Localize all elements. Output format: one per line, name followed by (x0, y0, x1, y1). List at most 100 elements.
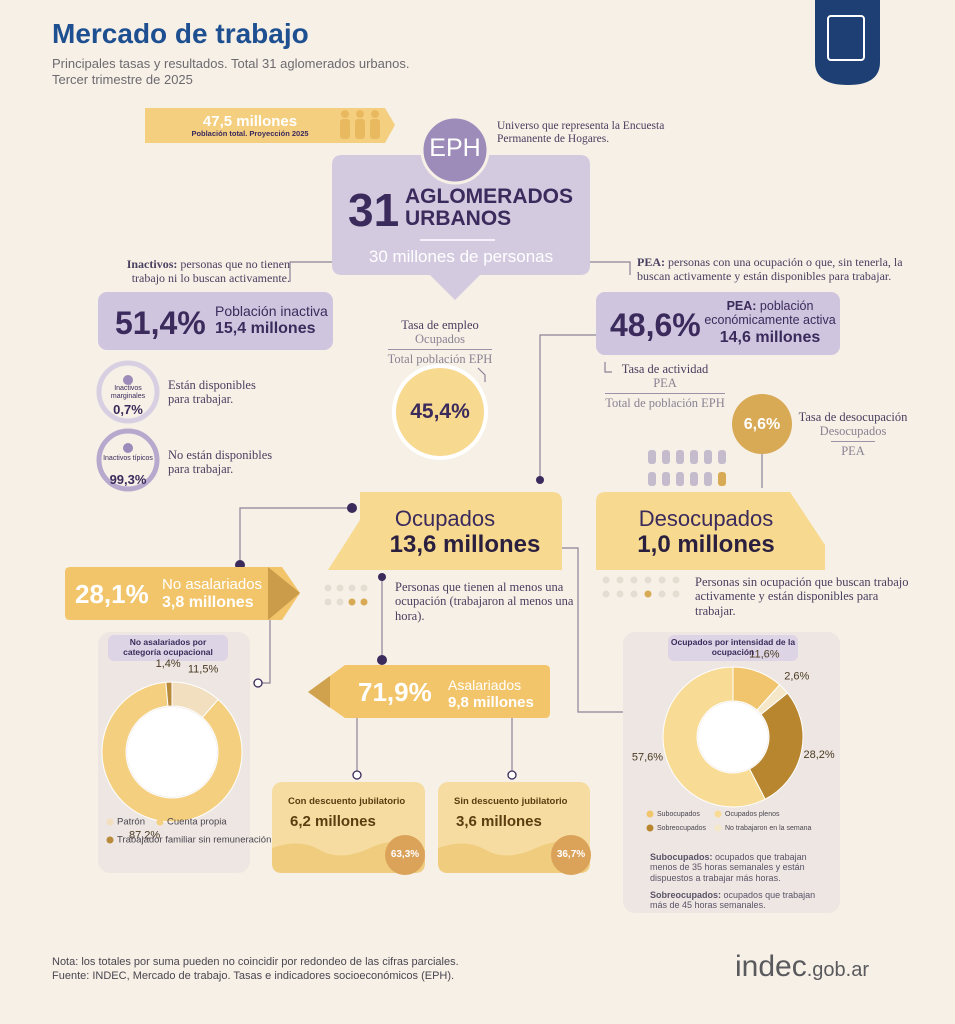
empleo-formula: Tasa de empleo Ocupados Total población … (380, 318, 500, 366)
eph-note: Universo que representa la Encuesta Perm… (497, 120, 665, 146)
numerator: Ocupados (415, 332, 465, 347)
text: ocupados que trabajan menos de 35 horas … (650, 852, 807, 883)
legend-label: Trabajador familiar sin remuneración (117, 835, 271, 846)
con-title: Con descuento jubilatorio (288, 796, 406, 807)
term: Sobreocupados: (650, 890, 722, 900)
con-rate: 63,3% (390, 849, 420, 860)
pencil-tip (308, 676, 330, 708)
title: Tasa de empleo (401, 318, 479, 332)
person-icon (123, 375, 133, 385)
donut-segment (662, 666, 766, 808)
logo: indec.gob.ar (735, 950, 869, 985)
desocupados-amount: 1,0 millones (637, 531, 775, 558)
dots-decoration (324, 576, 680, 606)
desocupacion-rate: 6,6% (743, 416, 781, 433)
legend-label: Sobreocupados (657, 825, 707, 832)
cv-icon-doc (827, 15, 865, 61)
person-icon (123, 443, 133, 453)
asalariados-pencil (308, 665, 550, 718)
value-label: 87,2% (129, 830, 160, 842)
numerator: Desocupados (819, 424, 887, 439)
inactivos-rate: 51,4% (115, 305, 206, 341)
legend-swatch (106, 818, 114, 826)
marginales-rate: 0,7% (113, 402, 143, 417)
empleo-rate: 45,4% (410, 400, 470, 423)
intensity-note: Sobreocupados: ocupados que trabajan más… (650, 890, 830, 911)
pea-box (596, 292, 840, 355)
sin-rate: 36,7% (556, 849, 586, 860)
desocupados-box (596, 492, 825, 570)
inactivos-box (98, 292, 333, 350)
sin-circle (551, 835, 591, 875)
eph-box (332, 155, 590, 300)
cv-icon (815, 0, 880, 85)
panel-header (108, 635, 228, 661)
inactivos-amount: 15,4 millones (215, 320, 316, 337)
desocupacion-circle (732, 394, 792, 454)
panel-title: No asalariados por categoría ocupacional (123, 637, 213, 657)
denominator: PEA (831, 440, 875, 458)
asalariados-rate: 71,9% (358, 677, 432, 707)
population-value: 47,5 millones (202, 113, 298, 130)
legend-swatch (646, 824, 654, 832)
asalariados-amount: 9,8 millones (448, 694, 534, 711)
donut-segment (165, 681, 173, 707)
marginales-text: Están disponibles para trabajar. (168, 378, 256, 407)
inactivos-label: Población inactiva (215, 303, 328, 319)
legend-label: Subocupados (657, 811, 700, 818)
donut-segment (101, 681, 243, 823)
legend-swatch (714, 824, 722, 832)
eph-number: 31 (348, 184, 400, 236)
donut-segment (748, 692, 804, 800)
period: Tercer trimestre de 2025 (52, 72, 193, 87)
footnote: Nota: los totales por suma pueden no coi… (52, 956, 459, 968)
marginales-ring (96, 360, 160, 424)
empleo-circle (392, 364, 488, 460)
ocupados-amount: 13,6 millones (389, 531, 541, 558)
tipicos-ring (96, 428, 160, 492)
eph-title: AGLOMERADOS URBANOS (405, 185, 573, 231)
eph-people: 30 millones de personas (368, 247, 554, 266)
tipicos-label: Inactivos típicos (103, 455, 153, 462)
con-amount: 6,2 millones (290, 813, 376, 830)
actividad-formula: Tasa de actividad PEA Total de población… (600, 362, 730, 410)
connectors (239, 261, 763, 775)
legend-label: No trabajaron en la semana (725, 825, 811, 832)
value-label: 28,2% (804, 749, 835, 761)
ocupados-note: Personas que tienen al menos una ocupaci… (395, 580, 574, 623)
legend-label: Ocupados plenos (725, 811, 780, 818)
eph-badge (420, 115, 490, 185)
tipicos-text: No están disponibles para trabajar. (168, 448, 273, 477)
denominator: Total de población EPH (605, 392, 725, 410)
connector-dots (235, 476, 544, 665)
donut-hole (698, 702, 768, 772)
value-label: 1,4% (156, 658, 181, 670)
text: personas con una ocupación o que, sin te… (637, 255, 903, 283)
legend-swatch (714, 810, 722, 818)
no-asalariados-pencil (65, 567, 300, 620)
eph-badge-text: EPH (429, 134, 481, 162)
panel-header (668, 635, 798, 661)
people-grid (648, 450, 726, 486)
legend-swatch (646, 810, 654, 818)
legend-swatch (156, 818, 164, 826)
title: Tasa de desocupación (798, 410, 908, 424)
con-circle (385, 835, 425, 875)
logo-domain: .gob.ar (806, 959, 869, 981)
desocupacion-formula: Tasa de desocupación Desocupados PEA (793, 410, 913, 458)
title: Tasa de actividad (621, 362, 709, 376)
numerator: PEA (653, 376, 677, 391)
term: Subocupados: (650, 852, 713, 862)
population-label: Población total. Proyección 2025 (191, 129, 309, 138)
value-label: 11,5% (188, 664, 219, 676)
pea-amount: 14,6 millones (719, 329, 821, 346)
term: PEA: (726, 299, 757, 313)
no-asalariados-rate: 28,1% (75, 579, 149, 609)
panel-title: Ocupados por intensidad de la ocupación (670, 637, 796, 657)
logo-main: indec (735, 950, 807, 983)
pea-rate: 48,6% (610, 307, 701, 343)
asalariados-title: Asalariados (448, 677, 522, 693)
text: población económicamente activa (704, 299, 836, 328)
sin-title: Sin descuento jubilatorio (454, 796, 568, 807)
